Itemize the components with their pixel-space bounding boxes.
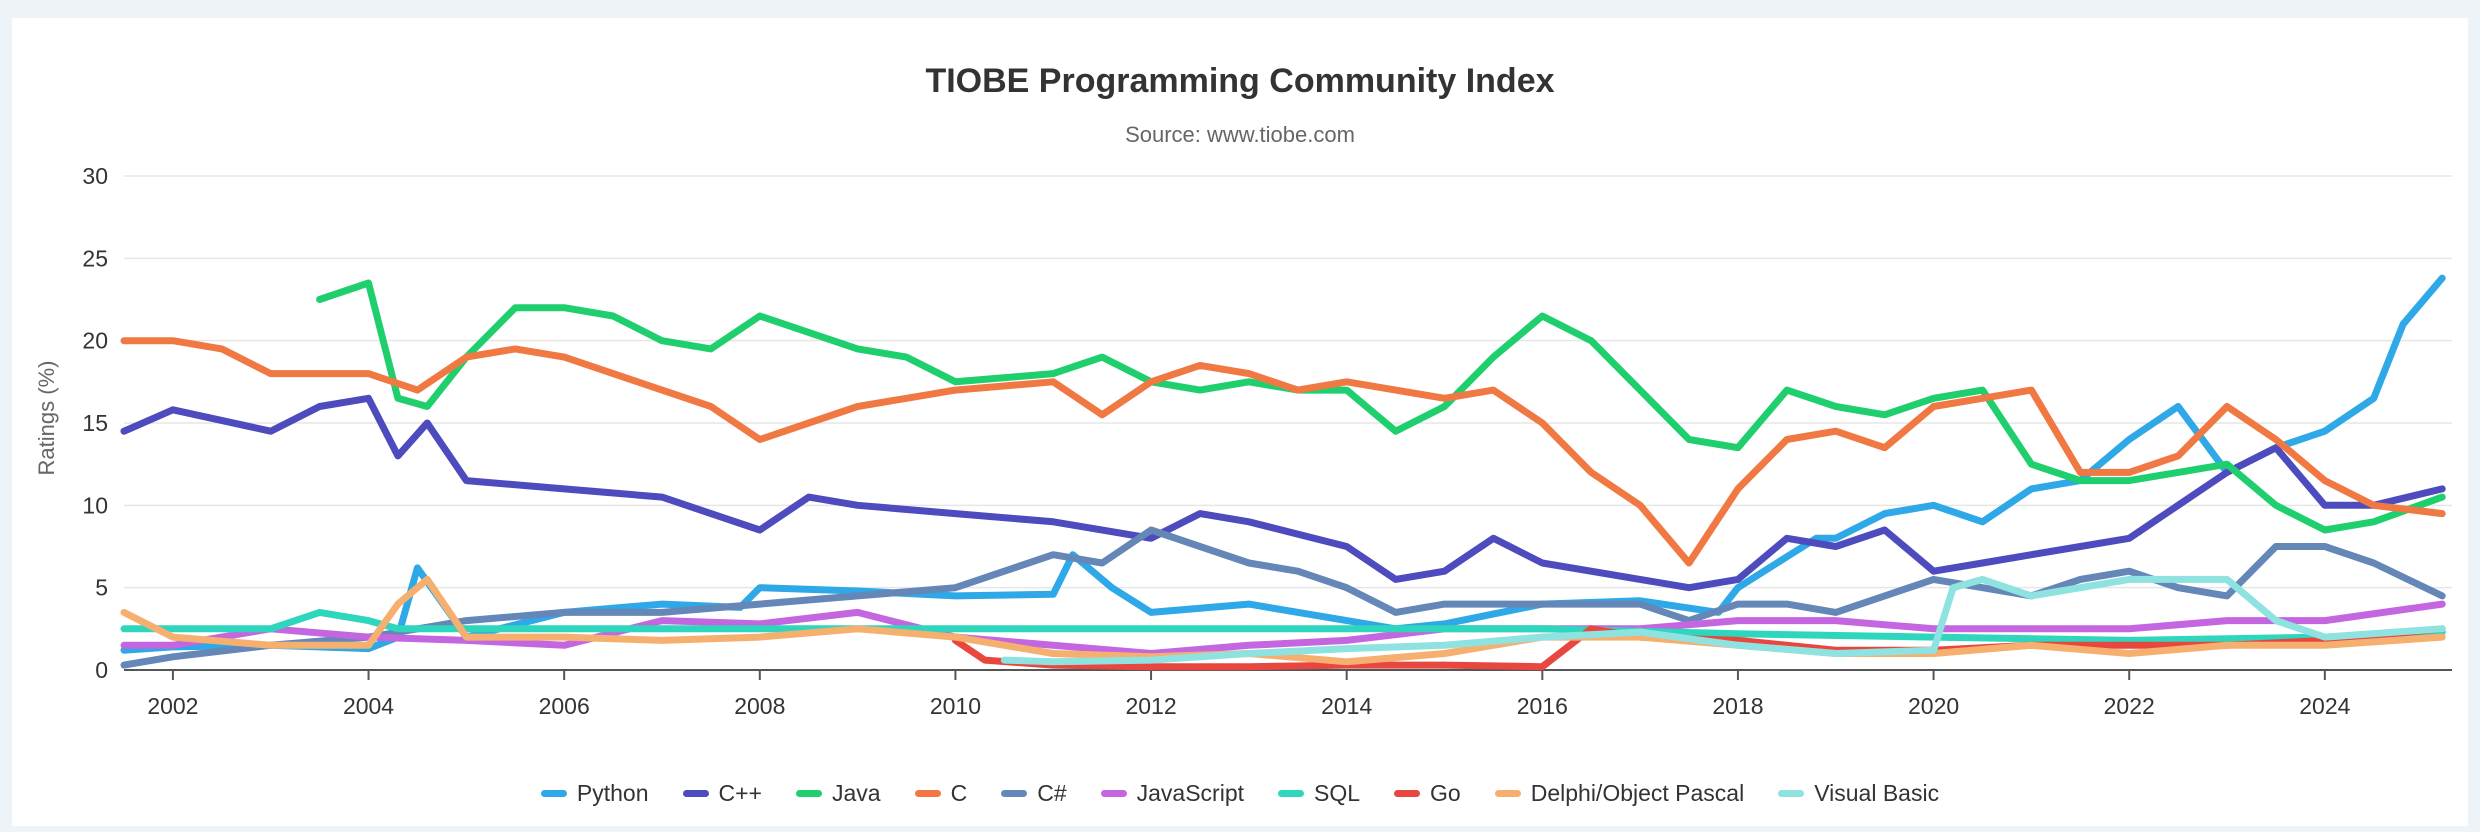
legend-swatch <box>796 790 822 797</box>
y-tick-label: 5 <box>95 575 108 601</box>
chart-legend: Python C++ Java C C# JavaScript SQL Go Delphi/Ob… <box>12 780 2468 807</box>
legend-swatch <box>1100 790 1127 797</box>
x-tick-label: 2004 <box>343 693 394 719</box>
legend-label: Go <box>1430 780 1461 806</box>
legend-swatch <box>682 790 709 797</box>
series-line-c <box>120 337 2446 567</box>
legend-label: C++ <box>718 780 762 806</box>
y-tick-label: 0 <box>95 657 108 683</box>
legend-item-python[interactable]: Python <box>540 780 649 807</box>
legend-swatch <box>1778 790 1805 797</box>
series-line-java <box>316 279 2446 534</box>
legend-swatch <box>540 790 567 797</box>
series-layer <box>120 274 2446 671</box>
legend-item-java[interactable]: Java <box>796 780 881 807</box>
series-line-javascript <box>120 600 2446 657</box>
x-tick-label: 2002 <box>147 693 198 719</box>
series-line-c- <box>120 394 2446 592</box>
legend-item-c-[interactable]: C# <box>1001 780 1067 807</box>
legend-item-javascript[interactable]: JavaScript <box>1100 780 1244 807</box>
x-tick-label: 2018 <box>1712 693 1763 719</box>
x-tick-label: 2010 <box>930 693 981 719</box>
x-tick-label: 2022 <box>2104 693 2155 719</box>
y-axis-label: Ratings (%) <box>34 361 59 476</box>
x-tick-label: 2014 <box>1321 693 1372 719</box>
y-tick-label: 25 <box>82 245 108 271</box>
legend-item-go[interactable]: Go <box>1394 780 1461 807</box>
legend-label: Python <box>576 780 649 806</box>
legend-swatch <box>1394 790 1421 797</box>
series-line-visual-basic <box>1000 575 2446 666</box>
y-tick-label: 20 <box>82 328 108 354</box>
grid-layer <box>124 175 2452 671</box>
x-tick-label: 2020 <box>1908 693 1959 719</box>
legend-item-c[interactable]: C <box>914 780 968 807</box>
y-tick-label: 10 <box>82 492 108 518</box>
y-tick-label: 15 <box>82 410 108 436</box>
series-line-sql <box>120 608 2446 644</box>
legend-label: Visual Basic <box>1814 780 1940 806</box>
legend-label: C <box>950 780 968 806</box>
axis-layer: 0 5 10 15 20 25 30 2002 2004 2006 2008 2010 2012 2014… <box>82 163 2350 719</box>
x-tick-label: 2016 <box>1517 693 1568 719</box>
legend-label: SQL <box>1314 780 1361 806</box>
series-line-c- <box>120 526 2446 669</box>
x-tick-label: 2008 <box>734 693 785 719</box>
x-tick-label: 2024 <box>2299 693 2350 719</box>
legend-label: Delphi/Object Pascal <box>1530 780 1745 806</box>
legend-swatch <box>914 790 941 797</box>
legend-item-visual-basic[interactable]: Visual Basic <box>1778 780 1939 807</box>
legend-label: C# <box>1037 780 1067 806</box>
legend-item-delphi-object-pascal[interactable]: Delphi/Object Pascal <box>1494 780 1745 807</box>
x-tick-label: 2006 <box>539 693 590 719</box>
line-chart: 0 5 10 15 20 25 30 2002 2004 2006 2008 2010 2012 2014… <box>34 163 2452 719</box>
y-tick-label: 30 <box>82 163 108 189</box>
x-tick-label: 2012 <box>1125 693 1176 719</box>
legend-swatch <box>1494 790 1521 797</box>
legend-item-c-[interactable]: C++ <box>682 780 762 807</box>
chart-card: TIOBE Programming Community Index Source… <box>12 18 2468 826</box>
series-line-python <box>120 274 2446 654</box>
legend-label: Java <box>832 780 881 806</box>
chart-title: TIOBE Programming Community Index <box>925 62 1555 100</box>
legend-item-sql[interactable]: SQL <box>1278 780 1360 807</box>
legend-swatch <box>1001 790 1028 797</box>
legend-swatch <box>1278 790 1304 797</box>
chart-subtitle: Source: www.tiobe.com <box>1125 122 1355 147</box>
legend-label: JavaScript <box>1136 780 1244 806</box>
